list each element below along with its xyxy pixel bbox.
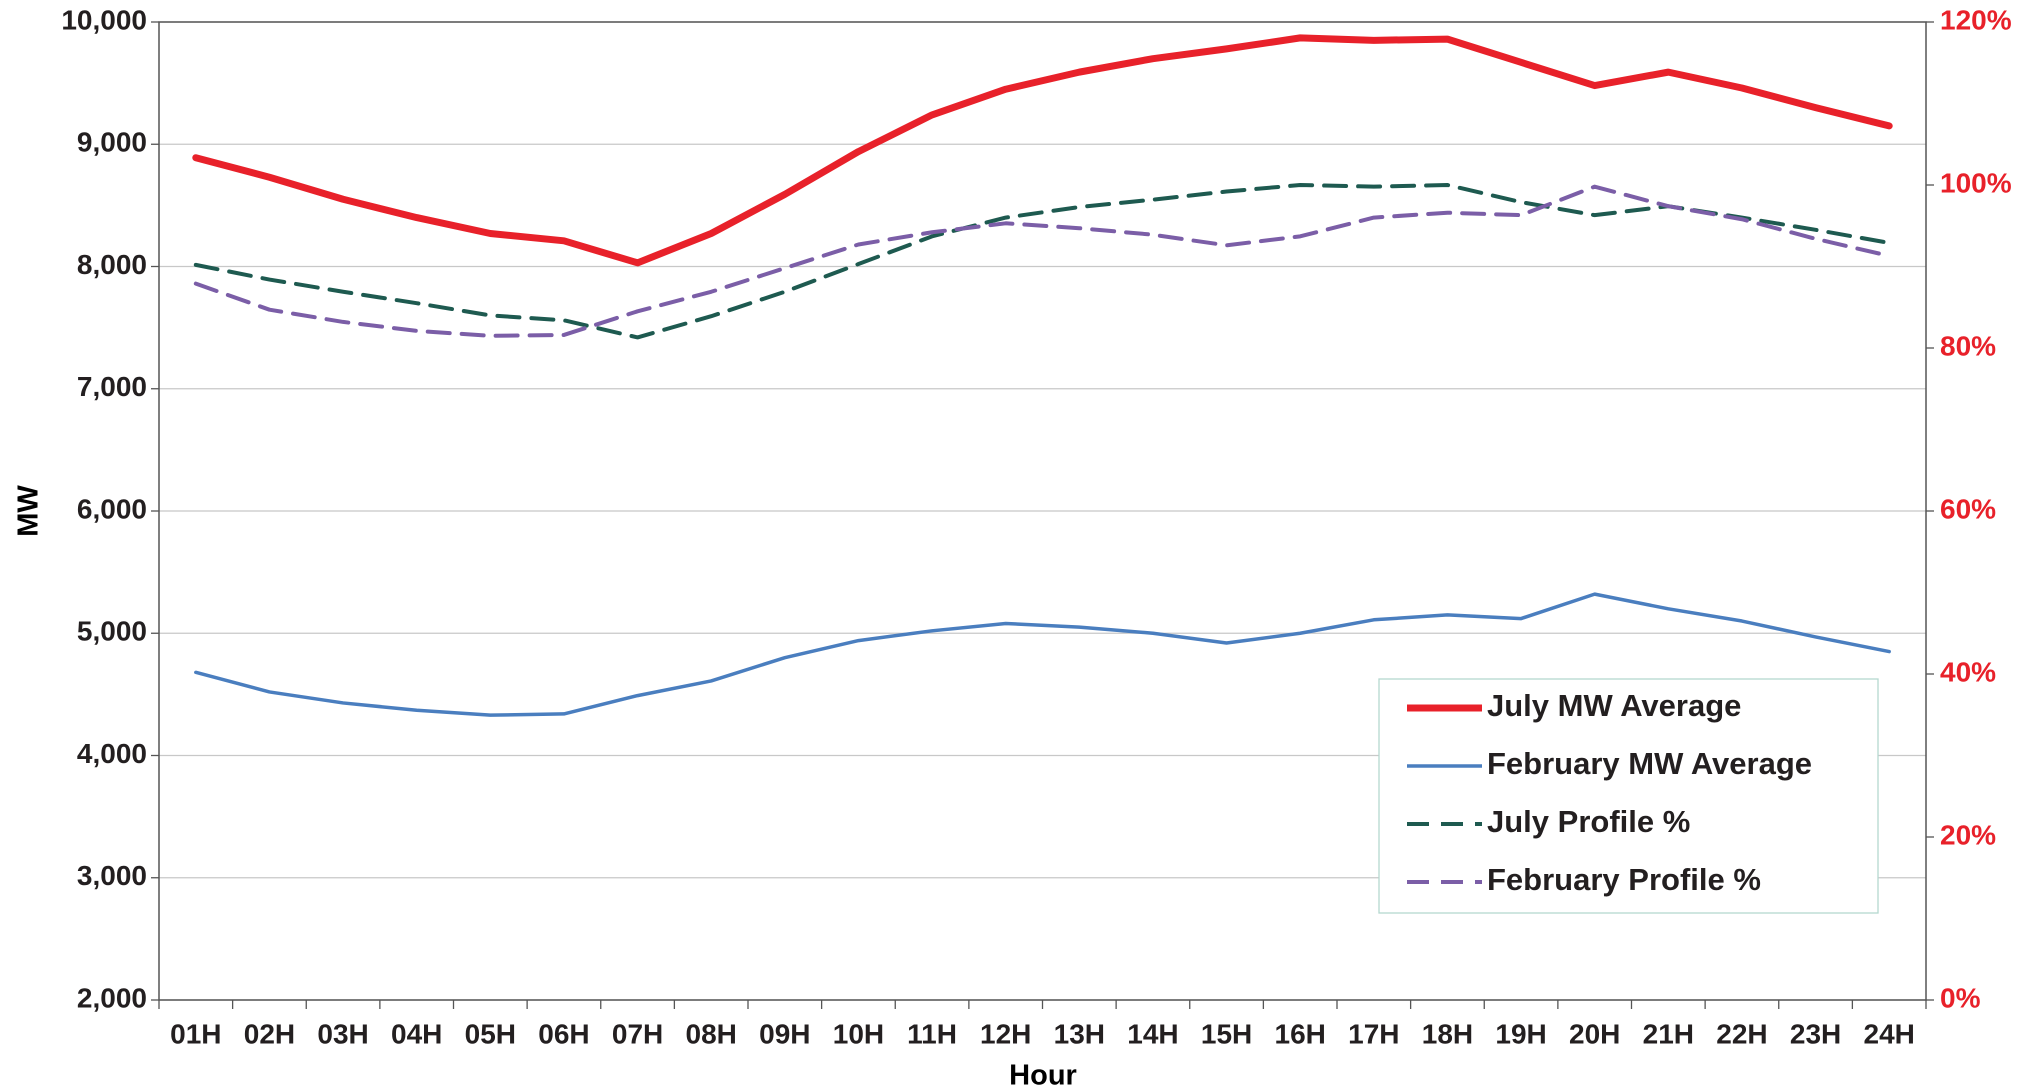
legend-label: February Profile % bbox=[1487, 862, 1761, 897]
series-line bbox=[194, 592, 1891, 717]
x-axis-label: Hour bbox=[1009, 1060, 1077, 1092]
y-tick-label: 4,000 bbox=[77, 738, 147, 769]
x-tick-label: 22H bbox=[1716, 1018, 1767, 1049]
x-tick-label: 21H bbox=[1643, 1018, 1694, 1049]
x-tick-label: 11H bbox=[907, 1018, 957, 1049]
x-tick-label: 09H bbox=[759, 1018, 810, 1049]
x-tick-label: 05H bbox=[465, 1018, 516, 1049]
x-tick-label: 07H bbox=[612, 1018, 663, 1049]
x-tick-label: 14H bbox=[1127, 1018, 1178, 1049]
x-tick-label: 06H bbox=[538, 1018, 589, 1049]
x-tick-label: 12H bbox=[980, 1018, 1031, 1049]
y2-tick-label: 100% bbox=[1940, 167, 2012, 198]
y-axis-label: MW bbox=[13, 485, 45, 537]
y-tick-label: 8,000 bbox=[77, 249, 147, 280]
y-tick-label: 9,000 bbox=[77, 127, 147, 158]
y-tick-label: 10,000 bbox=[61, 4, 147, 35]
legend-label: February MW Average bbox=[1487, 746, 1812, 781]
x-tick-label: 08H bbox=[686, 1018, 737, 1049]
y2-tick-label: 20% bbox=[1940, 819, 1996, 850]
x-tick-label: 04H bbox=[391, 1018, 442, 1049]
y2-tick-label: 120% bbox=[1940, 4, 2012, 35]
x-tick-label: 23H bbox=[1790, 1018, 1841, 1049]
x-tick-label: 19H bbox=[1495, 1018, 1546, 1049]
x-tick-label: 03H bbox=[317, 1018, 368, 1049]
x-tick-label: 20H bbox=[1569, 1018, 1620, 1049]
x-tick-label: 24H bbox=[1864, 1018, 1915, 1049]
x-tick-label: 02H bbox=[244, 1018, 295, 1049]
y2-tick-label: 40% bbox=[1940, 656, 1996, 687]
x-tick-label: 17H bbox=[1348, 1018, 1399, 1049]
x-tick-label: 15H bbox=[1201, 1018, 1252, 1049]
x-tick-label: 01H bbox=[170, 1018, 221, 1049]
x-tick-label: 13H bbox=[1054, 1018, 1105, 1049]
y-tick-label: 3,000 bbox=[77, 860, 147, 891]
series-line bbox=[192, 34, 1893, 267]
x-tick-label: 10H bbox=[833, 1018, 884, 1049]
y-tick-label: 7,000 bbox=[77, 371, 147, 402]
y2-tick-label: 0% bbox=[1940, 982, 1981, 1013]
y-tick-label: 5,000 bbox=[77, 616, 147, 647]
y2-tick-label: 80% bbox=[1940, 330, 1996, 361]
x-tick-label: 16H bbox=[1275, 1018, 1326, 1049]
legend-box bbox=[1378, 678, 1879, 914]
series-line bbox=[193, 184, 1892, 338]
legend-label: July Profile % bbox=[1487, 804, 1690, 839]
y-tick-label: 6,000 bbox=[77, 493, 147, 524]
x-tick-label: 18H bbox=[1422, 1018, 1473, 1049]
y2-tick-label: 60% bbox=[1940, 493, 1996, 524]
series-line bbox=[193, 183, 1892, 340]
y-tick-label: 2,000 bbox=[77, 982, 147, 1013]
legend-label: July MW Average bbox=[1487, 688, 1741, 723]
